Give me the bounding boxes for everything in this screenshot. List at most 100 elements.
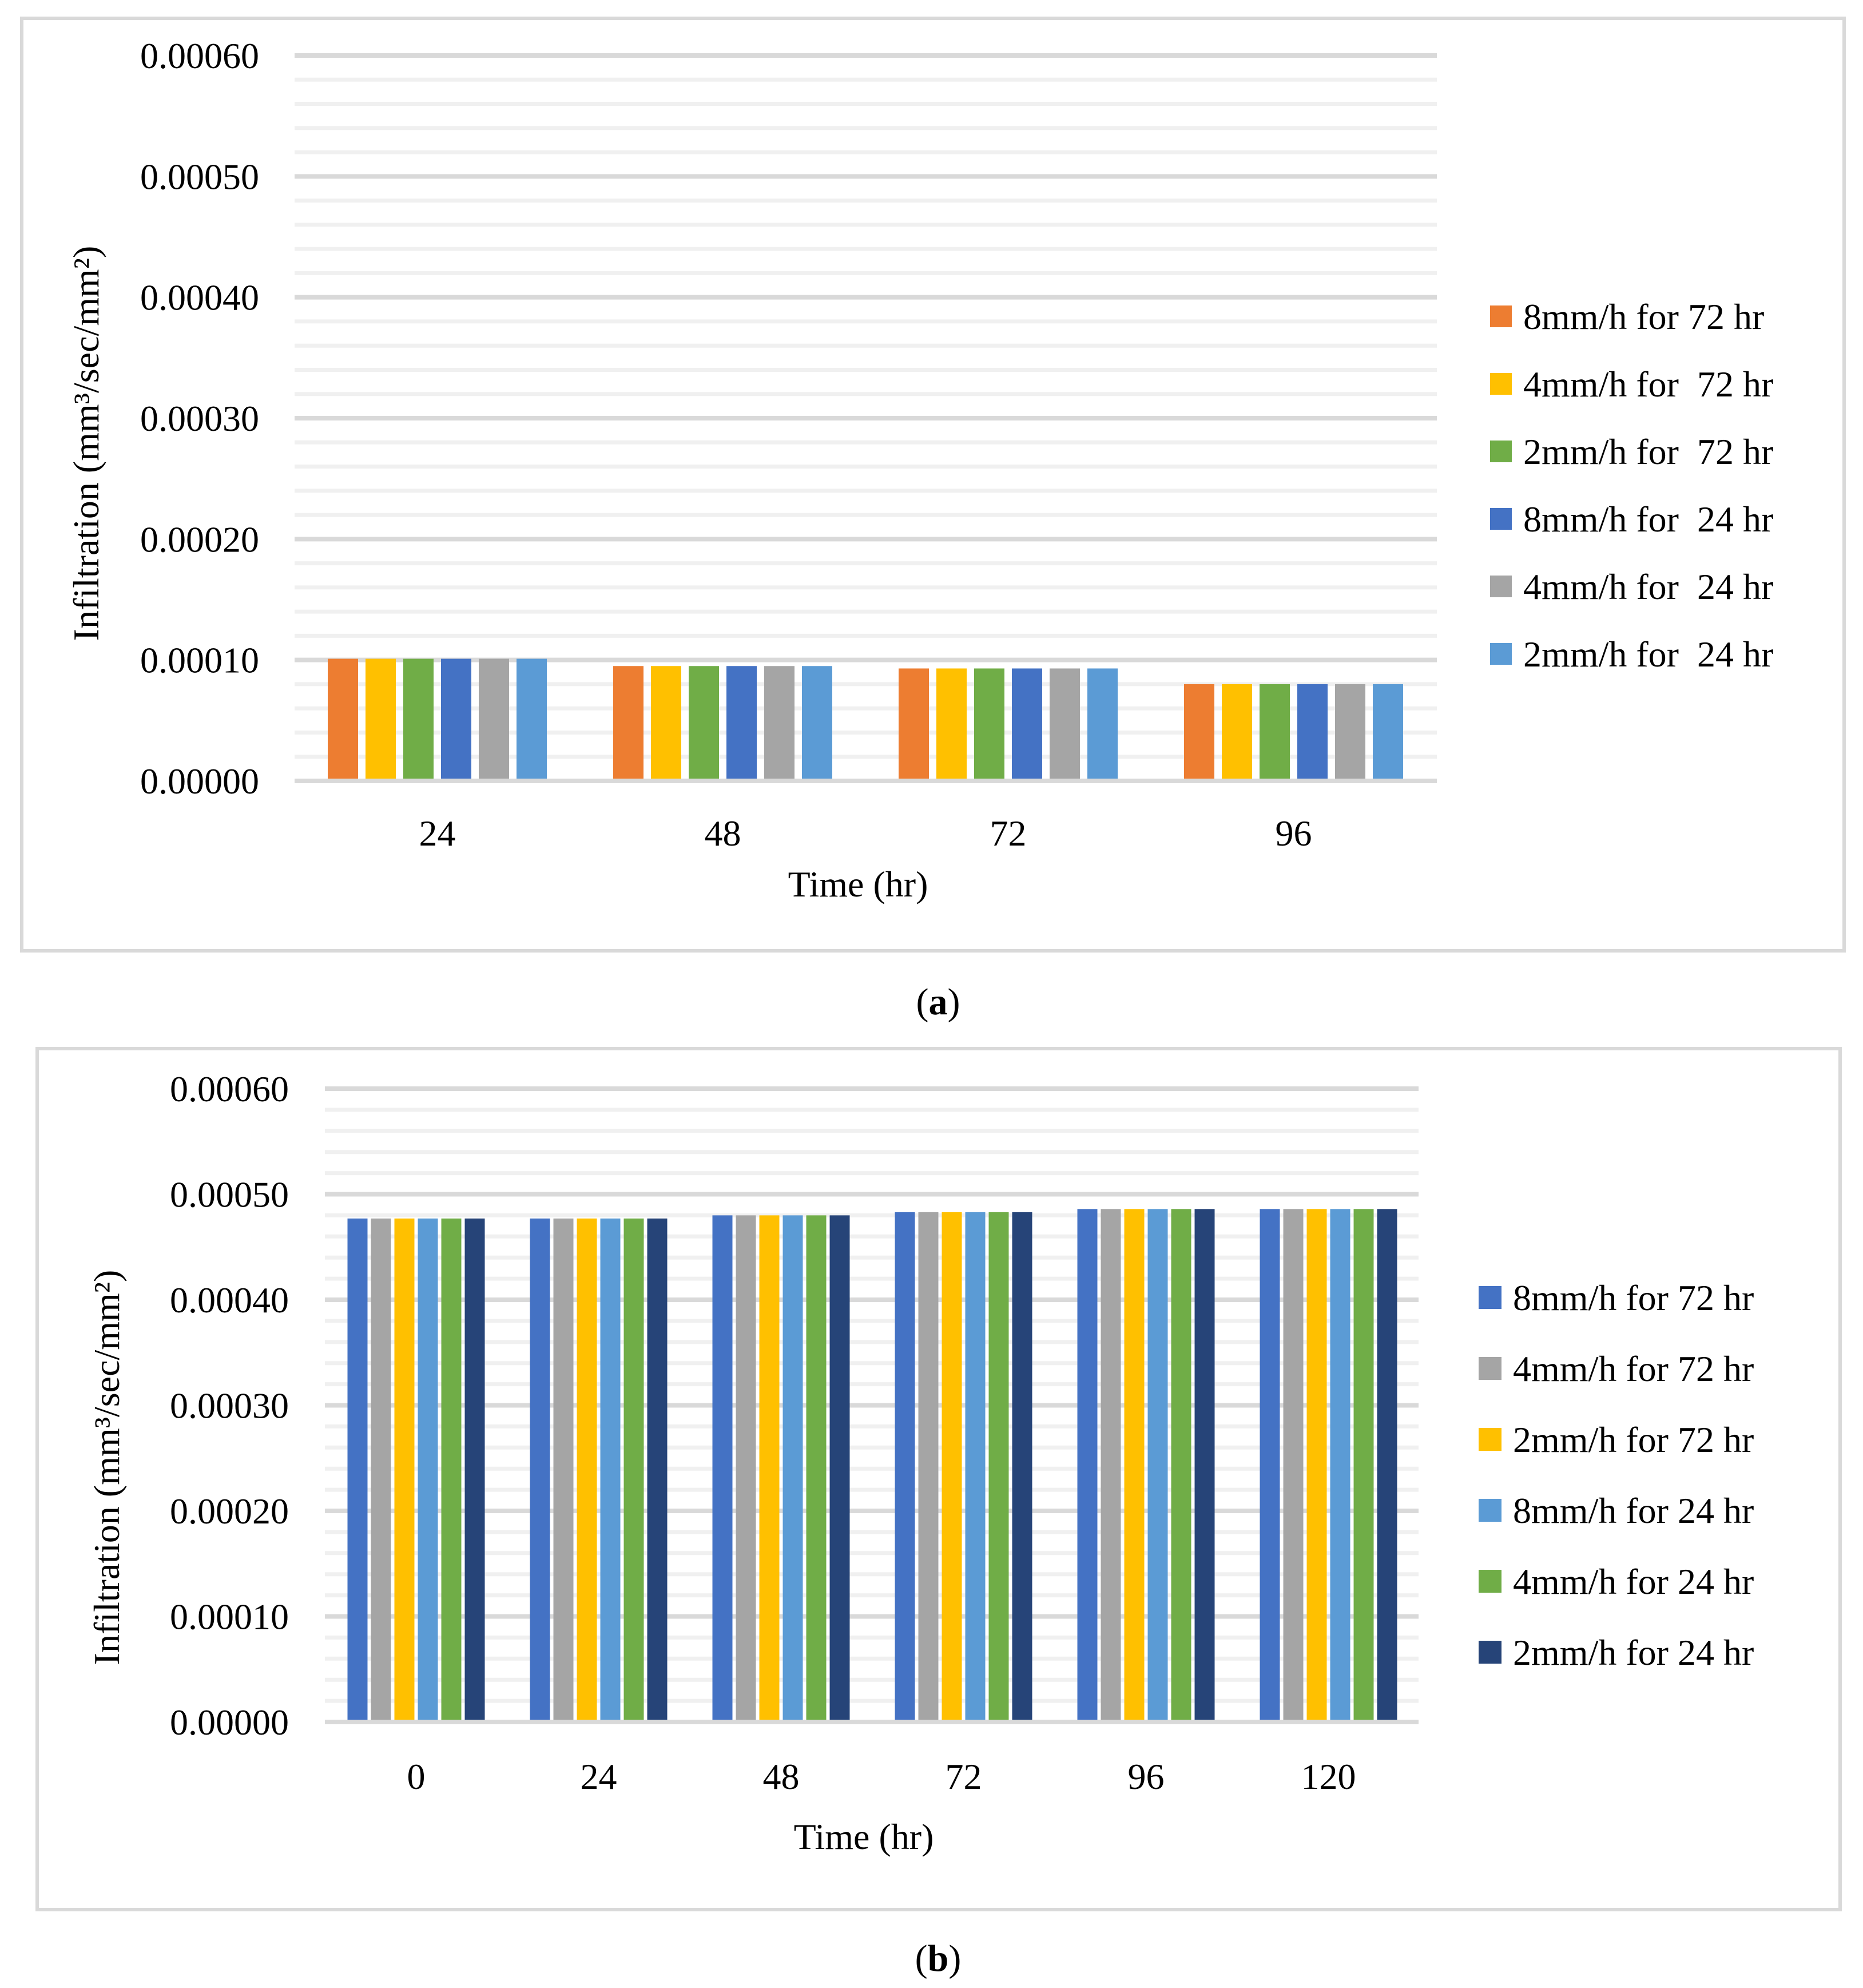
chart-a-legend: 8mm/h for 72 hr 4mm/h for 72 hr 2mm/h for … [1490, 296, 1773, 674]
legend-swatch [1490, 305, 1512, 327]
bar-b-s5-c0 [464, 1218, 485, 1722]
chart-b-x-tick-labels: 0 24 48 72 96 120 [407, 1756, 1356, 1797]
x-tick-label: 24 [581, 1756, 617, 1797]
bar-a-s2-c0 [403, 658, 434, 781]
x-tick-label: 48 [705, 813, 741, 854]
bar-b-s5-c1 [647, 1218, 668, 1722]
bar-b-s4-c0 [441, 1218, 462, 1722]
bar-a-s5-c0 [517, 658, 547, 781]
caption-a-letter: a [929, 981, 948, 1023]
caption-b-letter: b [928, 1938, 949, 1979]
legend-swatch [1490, 643, 1512, 665]
bar-a-s0-c0 [328, 658, 358, 781]
bar-b-s5-c3 [1012, 1212, 1032, 1722]
legend-swatch [1479, 1641, 1501, 1664]
x-tick-label: 72 [990, 813, 1027, 854]
bar-b-s2-c3 [942, 1212, 962, 1722]
bar-b-s1-c3 [918, 1212, 939, 1722]
y-tick-label: 0.00020 [170, 1491, 289, 1531]
bar-b-s0-c2 [712, 1215, 733, 1722]
legend-swatch [1479, 1499, 1501, 1522]
bar-b-s1-c4 [1101, 1209, 1121, 1722]
bar-b-s1-c5 [1283, 1209, 1304, 1722]
y-tick-label: 0.00030 [140, 398, 259, 439]
legend-label: 8mm/h for 72 hr [1523, 296, 1764, 337]
x-tick-label: 0 [407, 1756, 426, 1797]
bar-a-s1-c0 [366, 658, 396, 781]
caption-b: (b) [915, 1938, 962, 1979]
bar-b-s0-c1 [530, 1218, 550, 1722]
bar-b-s3-c4 [1147, 1209, 1168, 1722]
legend-label: 4mm/h for 72 hr [1513, 1348, 1754, 1389]
legend-label: 2mm/h for 24 hr [1513, 1632, 1754, 1673]
bar-a-s5-c1 [802, 666, 832, 781]
x-tick-label: 96 [1276, 813, 1312, 854]
y-tick-label: 0.00030 [170, 1386, 289, 1426]
y-tick-label: 0.00000 [170, 1702, 289, 1743]
legend-swatch [1490, 508, 1512, 530]
y-tick-label: 0.00010 [170, 1597, 289, 1637]
legend-label: 4mm/h for 24 hr [1523, 566, 1773, 607]
chart-b-frame [35, 1047, 1842, 1911]
y-tick-label: 0.00060 [170, 1069, 289, 1109]
bar-a-s4-c0 [479, 658, 509, 781]
chart-a-y-tick-labels: 0.00000 0.00010 0.00020 0.00030 0.00040 0.000… [140, 35, 259, 801]
bar-b-s2-c0 [394, 1218, 415, 1722]
bar-b-s3-c1 [600, 1218, 621, 1722]
legend-swatch [1479, 1428, 1501, 1451]
bar-a-s5-c3 [1373, 684, 1403, 781]
bar-a-s4-c2 [1050, 668, 1080, 781]
legend-swatch [1490, 576, 1512, 597]
legend-swatch [1490, 441, 1512, 462]
chart-a-y-axis-label: Infiltration (mm³/sec/mm²) [66, 246, 106, 641]
y-tick-label: 0.00000 [140, 761, 259, 801]
bar-b-s4-c4 [1171, 1209, 1191, 1722]
legend-label: 8mm/h for 24 hr [1523, 499, 1773, 539]
bar-a-s3-c2 [1012, 668, 1042, 781]
bar-b-s3-c3 [965, 1212, 986, 1722]
y-tick-label: 0.00050 [140, 156, 259, 197]
chart-b-y-tick-labels: 0.00000 0.00010 0.00020 0.00030 0.00040 0.000… [170, 1069, 289, 1743]
bar-a-s5-c2 [1087, 668, 1118, 781]
legend-swatch [1479, 1286, 1501, 1309]
bar-a-s1-c3 [1222, 684, 1252, 781]
bar-b-s4-c3 [988, 1212, 1009, 1722]
bar-b-s2-c1 [577, 1218, 597, 1722]
y-tick-label: 0.00020 [140, 519, 259, 560]
chart-a-x-axis-label: Time (hr) [788, 864, 928, 904]
chart-panel-b: 0.00000 0.00010 0.00020 0.00030 0.00040 0.000… [35, 1047, 1842, 1911]
chart-a-bars [295, 658, 1437, 783]
legend-label: 4mm/h for 72 hr [1523, 364, 1773, 404]
bar-b-s3-c5 [1330, 1209, 1350, 1722]
bar-a-s2-c3 [1260, 684, 1290, 781]
bar-b-s5-c5 [1377, 1209, 1397, 1722]
bar-b-s2-c2 [759, 1215, 780, 1722]
chart-b-legend: 8mm/h for 72 hr 4mm/h for 72 hr 2mm/h for … [1479, 1277, 1754, 1673]
legend-label: 4mm/h for 24 hr [1513, 1561, 1754, 1602]
chart-a-frame [20, 17, 1846, 953]
bar-b-s3-c0 [418, 1218, 438, 1722]
bar-b-s5-c2 [829, 1215, 850, 1722]
legend-swatch [1479, 1357, 1501, 1380]
bar-b-s2-c4 [1124, 1209, 1145, 1722]
bar-b-s4-c2 [806, 1215, 827, 1722]
legend-swatch [1479, 1570, 1501, 1593]
bar-b-s2-c5 [1306, 1209, 1327, 1722]
chart-a-x-tick-labels: 24 48 72 96 [419, 813, 1312, 854]
chart-b-y-axis-label: Infiltration (mm³/sec/mm²) [86, 1270, 127, 1665]
bar-b-s1-c2 [736, 1215, 756, 1722]
legend-swatch [1490, 373, 1512, 395]
chart-b-bars [325, 1209, 1419, 1724]
y-tick-label: 0.00040 [140, 277, 259, 318]
legend-label: 8mm/h for 24 hr [1513, 1490, 1754, 1531]
x-tick-label: 96 [1128, 1756, 1165, 1797]
bar-b-s0-c0 [347, 1218, 368, 1722]
x-tick-label: 48 [763, 1756, 800, 1797]
bar-a-s0-c1 [613, 666, 643, 781]
x-tick-label: 72 [946, 1756, 982, 1797]
legend-label: 2mm/h for 24 hr [1523, 634, 1773, 674]
caption-a: (a) [916, 981, 960, 1023]
bar-b-s0-c5 [1260, 1209, 1280, 1722]
bar-b-s3-c2 [782, 1215, 803, 1722]
